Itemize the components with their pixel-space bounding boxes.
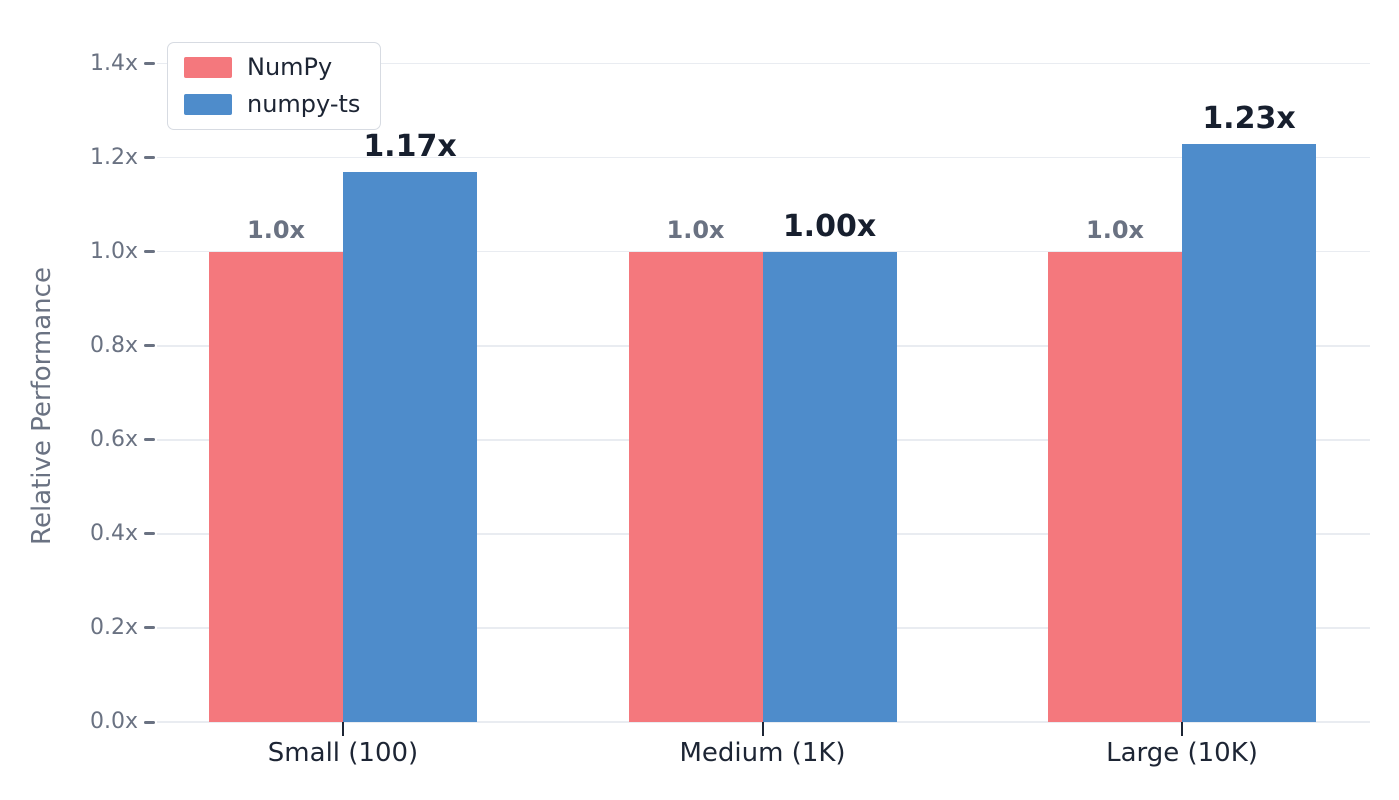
y-tick-label: 0.2x <box>89 614 138 640</box>
y-tick-mark-1.0x <box>144 250 155 254</box>
gridline-1.2x <box>157 156 1370 159</box>
x-axis-label-Medium (1K): Medium (1K) <box>679 738 846 768</box>
y-tick-label: 1.4x <box>89 50 138 76</box>
x-axis-label-Small (100): Small (100) <box>267 738 419 768</box>
bar-numpy-ts-Small (100) <box>343 171 477 722</box>
y-tick-label: 0.0x <box>89 709 138 734</box>
bar-NumPy-Small (100) <box>209 251 343 722</box>
bar-numpy-ts-Large (10K) <box>1182 143 1316 722</box>
legend-item-numpy-ts: numpy-ts <box>184 89 361 119</box>
bar-numpy-ts-Medium (1K) <box>762 251 897 722</box>
y-tick-mark-0.0x <box>144 720 155 724</box>
x-tick-mark-Large (10K) <box>1181 722 1183 736</box>
legend: NumPy numpy-ts <box>167 42 382 131</box>
bar-NumPy-Large (10K) <box>1048 251 1182 722</box>
y-axis-title: Relative Performance <box>27 267 57 545</box>
y-tick-label: 0.4x <box>89 520 138 546</box>
x-tick-mark-Medium (1K) <box>761 722 764 736</box>
y-tick-label: 0.8x <box>89 332 138 358</box>
y-tick-mark-1.2x <box>144 156 155 160</box>
y-tick-mark-0.6x <box>144 438 155 442</box>
bar-value-label-numpy-ts-Large (10K): 1.23x <box>1202 100 1296 136</box>
legend-item-numpy: NumPy <box>184 53 360 82</box>
bar-value-label-NumPy-Large (10K): 1.0x <box>1086 215 1144 244</box>
y-tick-mark-0.4x <box>144 532 155 536</box>
bar-value-label-numpy-ts-Medium (1K): 1.00x <box>782 208 877 244</box>
y-tick-mark-0.2x <box>144 626 155 630</box>
legend-swatch-numpy <box>184 57 232 79</box>
bar-value-label-NumPy-Small (100): 1.0x <box>247 215 305 244</box>
y-tick-label: 1.2x <box>89 144 138 170</box>
legend-label-numpy: NumPy <box>247 53 333 81</box>
y-tick-mark-0.8x <box>144 344 155 348</box>
y-tick-label: 0.6x <box>89 426 138 452</box>
bar-value-label-numpy-ts-Small (100): 1.17x <box>363 128 457 164</box>
x-axis-label-Large (10K): Large (10K) <box>1106 738 1258 768</box>
y-tick-label: 1.0x <box>89 238 138 264</box>
gridline-1.4x <box>157 62 1370 65</box>
bar-NumPy-Medium (1K) <box>628 251 763 722</box>
legend-swatch-numpy-ts <box>184 93 232 115</box>
legend-label-numpy-ts: numpy-ts <box>247 89 361 118</box>
bar-value-label-NumPy-Medium (1K): 1.0x <box>666 215 725 244</box>
x-tick-mark-Small (100) <box>342 722 344 736</box>
y-tick-mark-1.4x <box>144 62 155 66</box>
gridline-0.0x <box>157 721 1370 723</box>
